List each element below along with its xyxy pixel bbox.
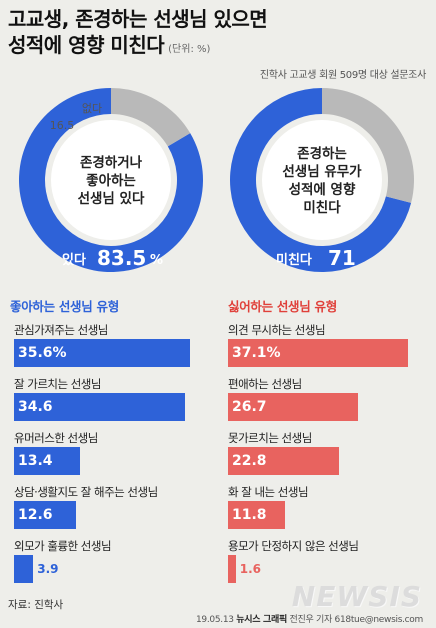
bar2-bar [228,501,286,529]
bar2-bar [228,447,339,475]
bar2-value-label: 22.8 [232,453,267,469]
bar1-category-label: 관심가져주는 선생님 [14,323,108,337]
bar2-value-label: 11.8 [232,507,267,523]
donut1-center-text: 좋아하는 [86,172,136,189]
newsis-logo: NEWSIS [291,580,422,613]
donut2-main-value: 71 [328,246,356,270]
bar2-category-label: 편애하는 선생님 [228,377,302,391]
bar2-value-label: 37.1% [232,345,281,361]
bar2-category-label: 용모가 단정하지 않은 선생님 [228,539,359,553]
bar2-bar [228,339,408,367]
bar2-bar [228,555,236,583]
bar1-bar [14,339,190,367]
donut2-center [262,120,382,240]
credit-reporter: 전진우 기자 618tue@newsis.com [289,615,424,625]
donut2-slice-rest [322,88,414,203]
survey-note: 진학사 고교생 회원 509명 대상 설문조사 [259,70,426,81]
bar1-value-label: 13.4 [18,453,53,469]
donut2-center-text: 성적에 영향 [289,181,356,198]
bar1-value-label: 12.6 [18,507,53,523]
credit-line: 19.05.13 뉴시스 그래픽 전진우 기자 618tue@newsis.co… [196,612,423,625]
donut2-center-text: 선생님 유무가 [282,164,362,180]
donut2-center-text: 존경하는 [297,145,347,162]
donut1-center-text: 존경하거나 [80,154,143,171]
bar2-bar [228,393,358,421]
bar2-category-label: 화 잘 내는 선생님 [228,485,309,499]
page-title: 고교생, 존경하는 선생님 있으면 성적에 영향 미친다 (단위: %) [8,6,308,63]
credit-agency: 뉴시스 그래픽 [236,615,287,625]
donut1-main-value: 83.5 [97,246,146,270]
bar1-category-label: 외모가 훌륭한 선생님 [14,539,112,553]
donut1-slice-rest [111,88,191,147]
disliked-teacher-heading: 싫어하는 선생님 유형 [228,299,337,314]
bar2-value-label: 26.7 [232,399,267,415]
bar1-bar [14,555,34,583]
bar1-bar [14,501,77,529]
credit-date: 19.05.13 [196,615,234,625]
liked-teacher-heading: 좋아하는 선생님 유형 [10,299,119,314]
bar2-category-label: 못가르치는 선생님 [228,431,312,445]
bar1-category-label: 잘 가르치는 선생님 [14,377,101,391]
bar1-value-label: 34.6 [18,399,53,415]
bar1-category-label: 상담·생활지도 잘 해주는 선생님 [14,485,158,499]
unit-note: (단위: %) [168,44,211,55]
bar1-bar [14,447,81,475]
bar1-bar [14,393,186,421]
bar1-category-label: 유머러스한 선생님 [14,431,98,445]
source-note: 자료: 진학사 [8,599,64,611]
donut2-center-text: 미친다 [303,200,341,216]
donut1-main-label: 있다 [62,252,86,268]
bar2-category-label: 의견 무시하는 선생님 [228,323,326,337]
bar1-value-label: 35.6% [18,345,67,361]
donut1-center-text: 선생님 있다 [78,191,145,207]
donut1-minor-value: 16.5 [50,119,75,132]
bar1-value-label: 3.9 [37,562,59,576]
title-line-2: 성적에 영향 미친다 [8,33,165,57]
donut1-center [51,120,171,240]
bar2-value-label: 1.6 [239,562,262,576]
donut1-minor-label: 없다 [82,102,102,115]
donut1-main-unit: % [150,253,163,268]
title-line-1: 고교생, 존경하는 선생님 있으면 [8,7,268,31]
donut2-main-label: 미친다 [276,252,312,268]
